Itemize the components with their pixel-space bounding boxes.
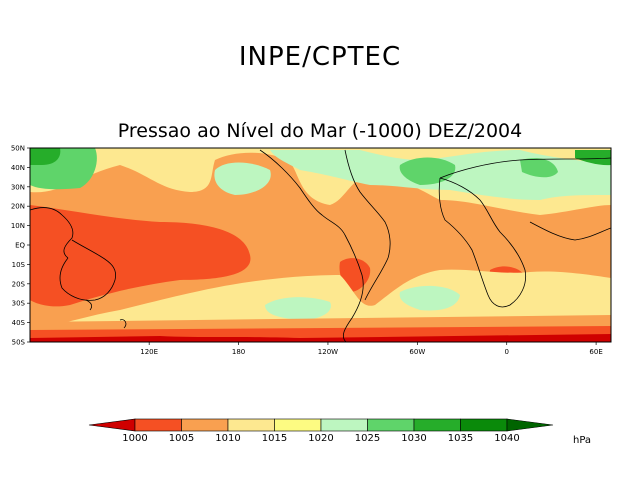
coast-southasia [529, 221, 611, 241]
field-1030-1035-nepole [575, 150, 611, 166]
field-1005-1010-indopacific [30, 205, 251, 307]
field-1020-1025-spacific [265, 297, 331, 320]
colorbar-segment [274, 418, 322, 432]
lat-label-eq: EQ [15, 242, 25, 250]
lat-label-30s: 30S [12, 300, 26, 308]
field-1020-1025-npacific [214, 162, 271, 195]
longitude-axis: 120E 180 120W 60W 0 60E [140, 342, 603, 356]
map-subtitle: Pressao ao Nível do Mar (-1000) DEZ/2004 [117, 120, 523, 142]
lat-label-30n: 30N [11, 183, 25, 191]
coastlines [30, 149, 611, 342]
colorbar-segment [413, 418, 461, 432]
colorbar-label-1035: 1035 [448, 433, 473, 444]
lat-label-50s: 50S [12, 339, 26, 347]
coast-americas-west [259, 149, 364, 342]
colorbar-triangle-high [506, 418, 554, 432]
colorbar-label-1025: 1025 [355, 433, 380, 444]
colorbar-segment [460, 418, 508, 432]
colorbar-triangle-low [88, 418, 136, 432]
lat-label-20n: 20N [11, 203, 25, 211]
colorbar-segment [367, 418, 415, 432]
field-1030-1035-nwpole [30, 148, 61, 165]
lat-label-10s: 10S [12, 261, 26, 269]
colorbar-label-1030: 1030 [401, 433, 426, 444]
lat-label-10n: 10N [11, 222, 25, 230]
colorbar-label-1040: 1040 [494, 433, 519, 444]
coast-americas-east [344, 149, 391, 301]
colorbar: 1000 1005 1010 1015 1020 1025 1030 1035 1040 [88, 418, 554, 444]
latitude-axis: 50N 40N 30N 20N 10N EQ 10S 20S 30S 40S 50S [11, 145, 30, 347]
coast-asia-australia [30, 207, 117, 301]
coast-africa [438, 177, 527, 308]
colorbar-segment [227, 418, 275, 432]
field-1025-1030-siberia [520, 158, 558, 178]
lon-label-120w: 120W [318, 348, 338, 356]
colorbar-unit: hPa [573, 435, 591, 446]
lon-label-120e: 120E [140, 348, 158, 356]
main-title: INPE/CPTEC [238, 42, 402, 72]
colorbar-label-1005: 1005 [169, 433, 194, 444]
colorbar-label-1010: 1010 [215, 433, 240, 444]
colorbar-label-1000: 1000 [122, 433, 147, 444]
coast-newzealand [85, 299, 127, 329]
field-1000-southocean [30, 334, 611, 342]
lon-label-180: 180 [232, 348, 245, 356]
coast-eurasia [439, 157, 611, 179]
colorbar-segment [181, 418, 229, 432]
map-field [30, 148, 611, 342]
field-1020-1025-satlantic [399, 285, 460, 311]
colorbar-label-1020: 1020 [308, 433, 333, 444]
lat-label-40s: 40S [12, 319, 26, 327]
lat-label-40n: 40N [11, 164, 25, 172]
lat-label-20s: 20S [12, 280, 26, 288]
colorbar-label-1015: 1015 [262, 433, 287, 444]
lon-label-60e: 60E [589, 348, 602, 356]
colorbar-segment [134, 418, 182, 432]
lon-label-0: 0 [504, 348, 508, 356]
colorbar-segment [320, 418, 368, 432]
lon-label-60w: 60W [409, 348, 425, 356]
lat-label-50n: 50N [11, 145, 25, 153]
